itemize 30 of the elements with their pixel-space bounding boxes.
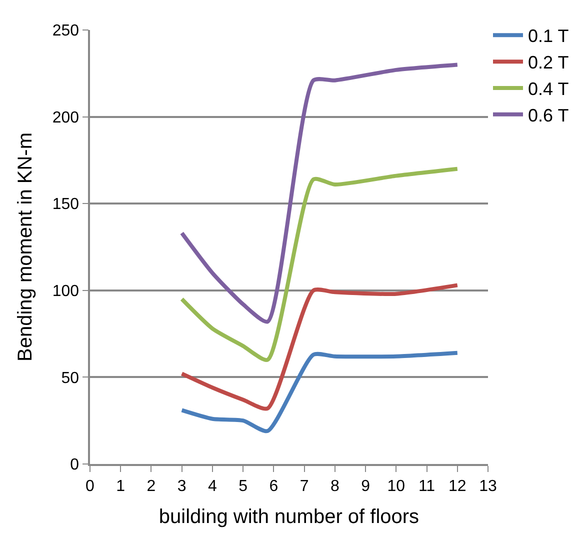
y-tick-label: 150 xyxy=(52,196,80,214)
x-tick-label: 2 xyxy=(146,478,156,495)
line-series xyxy=(180,62,460,324)
x-tick-label: 10 xyxy=(387,478,406,495)
x-tick-label: 9 xyxy=(361,478,370,495)
x-axis-title: building with number of floors xyxy=(158,506,420,528)
x-tick-label: 13 xyxy=(479,478,497,495)
legend-label: 0.4 T xyxy=(528,79,569,99)
x-tick-label: 0 xyxy=(86,478,95,495)
x-tick-label: 8 xyxy=(330,478,340,495)
y-tick-label: 250 xyxy=(52,22,80,40)
line-series xyxy=(180,166,460,362)
legend-label: 0.1 T xyxy=(528,26,569,46)
line-series xyxy=(180,350,460,434)
y-tick-label: 0 xyxy=(70,456,80,474)
x-tick-label: 11 xyxy=(418,478,436,495)
y-tick-label: 50 xyxy=(61,370,80,387)
x-tick-label: 3 xyxy=(177,478,186,495)
x-tick-label: 7 xyxy=(300,478,309,495)
x-tick-label: 1 xyxy=(116,478,126,495)
y-axis-title: Bending moment in KN-m xyxy=(14,132,36,362)
y-tick-label: 100 xyxy=(52,283,80,300)
x-tick-label: 12 xyxy=(448,478,466,495)
x-tick-label: 4 xyxy=(208,478,218,495)
legend-label: 0.2 T xyxy=(528,52,569,73)
y-tick-label: 200 xyxy=(52,109,80,126)
x-tick-label: 5 xyxy=(238,478,248,495)
legend-label: 0.6 T xyxy=(528,105,569,126)
line-series xyxy=(180,283,460,411)
x-tick-label: 6 xyxy=(269,478,278,495)
